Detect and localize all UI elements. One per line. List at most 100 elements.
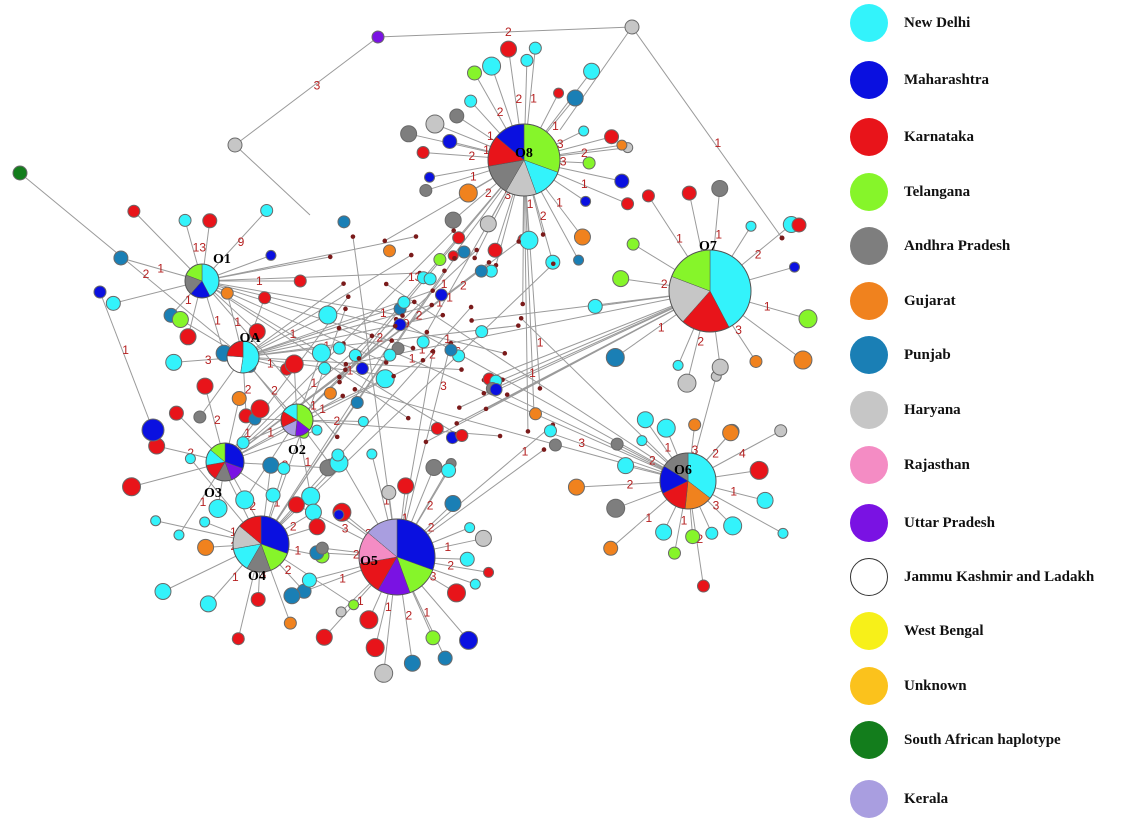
haplotype-node (284, 588, 300, 604)
haplotype-node (232, 391, 246, 405)
haplotype-node (712, 180, 728, 196)
haplotype-node (501, 41, 517, 57)
mutation-count-label: 2 (285, 563, 292, 577)
median-vector-dot (498, 434, 503, 439)
haplotype-node (637, 436, 647, 446)
hub-oa: OA (227, 331, 261, 373)
haplotype-node (438, 651, 452, 665)
hub-o8: O8 (488, 124, 560, 196)
legend-label: Punjab (904, 347, 951, 364)
median-vector-dot (414, 234, 419, 239)
median-vector-dot (454, 421, 459, 426)
haplotype-node (445, 496, 461, 512)
median-vector-dot (442, 268, 447, 273)
haplotype-node (605, 130, 619, 144)
legend-item-south-african-haplotype: South African haplotype (850, 720, 1061, 760)
mutation-count-label: 2 (627, 477, 634, 491)
haplotype-node (544, 425, 556, 437)
hub-label: OA (240, 331, 262, 346)
haplotype-node (366, 639, 384, 657)
mutation-count-label: 1 (409, 352, 416, 366)
mutation-count-label: 1 (310, 399, 317, 413)
mutation-count-label: 1 (380, 306, 387, 320)
legend-item-jammu-kashmir-and-ladakh: Jammu Kashmir and Ladakh (850, 557, 1094, 597)
haplotype-node (488, 243, 502, 257)
haplotype-node (529, 408, 541, 420)
legend-item-rajasthan: Rajasthan (850, 445, 970, 485)
haplotype-node (480, 216, 496, 232)
mutation-count-label: 3 (314, 79, 321, 93)
median-vector-dot (487, 260, 492, 265)
network-edge (355, 389, 688, 481)
mutation-count-label: 1 (665, 440, 672, 454)
haplotype-node (567, 90, 583, 106)
mutation-count-label: 2 (516, 92, 523, 106)
haplotype-node (285, 355, 303, 373)
mutation-count-label: 1 (445, 540, 452, 554)
mutation-count-label: 1 (645, 511, 652, 525)
median-vector-dot (516, 323, 521, 328)
haplotype-node (678, 374, 696, 392)
haplotype-node (251, 400, 269, 418)
haplotype-node (724, 517, 742, 535)
haplotype-node (579, 126, 589, 136)
mutation-count-label: 1 (522, 444, 529, 458)
mutation-count-label: 1 (527, 197, 534, 211)
legend-label: Karnataka (904, 129, 974, 146)
median-vector-dot (425, 330, 430, 335)
mutation-count-label: 3 (342, 521, 349, 535)
haplotype-node (420, 184, 432, 196)
haplotype-node (185, 454, 195, 464)
haplotype-node (203, 214, 217, 228)
haplotype-node (333, 342, 345, 354)
mutation-count-label: 3 (205, 353, 212, 367)
haplotype-node (263, 457, 279, 473)
haplotype-node (336, 607, 346, 617)
haplotype-node (288, 497, 304, 513)
legend-swatch-south-african-haplotype (850, 721, 888, 759)
haplotype-node (750, 461, 768, 479)
haplotype-node (581, 196, 591, 206)
haplotype-node (266, 250, 276, 260)
mutation-count-label: 3 (560, 155, 567, 169)
hub-o5: O5 (359, 519, 435, 595)
median-vector-dot (474, 248, 479, 253)
haplotype-node (706, 527, 718, 539)
haplotype-node (123, 478, 141, 496)
haplotype-node (94, 286, 106, 298)
mutation-count-label: 1 (232, 570, 239, 584)
median-vector-dot (337, 380, 342, 385)
haplotype-node (459, 184, 477, 202)
legend-label: Haryana (904, 402, 961, 419)
hub-label: O5 (360, 554, 378, 569)
haplotype-node (775, 425, 787, 437)
haplotype-node (398, 478, 414, 494)
legend-swatch-telangana (850, 173, 888, 211)
haplotype-node (180, 329, 196, 345)
median-vector-dot (351, 234, 356, 239)
mutation-count-label: 2 (214, 413, 221, 427)
haplotype-node (334, 510, 344, 520)
median-vector-dot (472, 256, 477, 261)
median-vector-dot (341, 281, 346, 286)
haplotype-node (338, 216, 350, 228)
network-edge (235, 37, 378, 145)
haplotype-node (483, 57, 501, 75)
haplotype-node (200, 517, 210, 527)
median-vector-dot (542, 447, 547, 452)
mutation-count-label: 1 (676, 232, 683, 246)
mutation-count-label: 1 (556, 195, 563, 209)
mutation-count-label: 1 (214, 314, 221, 328)
haplotype-node (169, 406, 183, 420)
mutation-count-label: 2 (497, 105, 504, 119)
haplotype-node (425, 172, 435, 182)
mutation-count-label: 1 (764, 299, 771, 313)
haplotype-node (179, 214, 191, 226)
haplotype-node (309, 519, 325, 535)
haplotype-node (584, 63, 600, 79)
pie-slice-jammu-kashmir-and-ladakh (227, 356, 243, 373)
legend-label: Gujarat (904, 293, 956, 310)
haplotype-node (450, 109, 464, 123)
median-vector-dot (516, 239, 521, 244)
haplotype-node (302, 573, 316, 587)
